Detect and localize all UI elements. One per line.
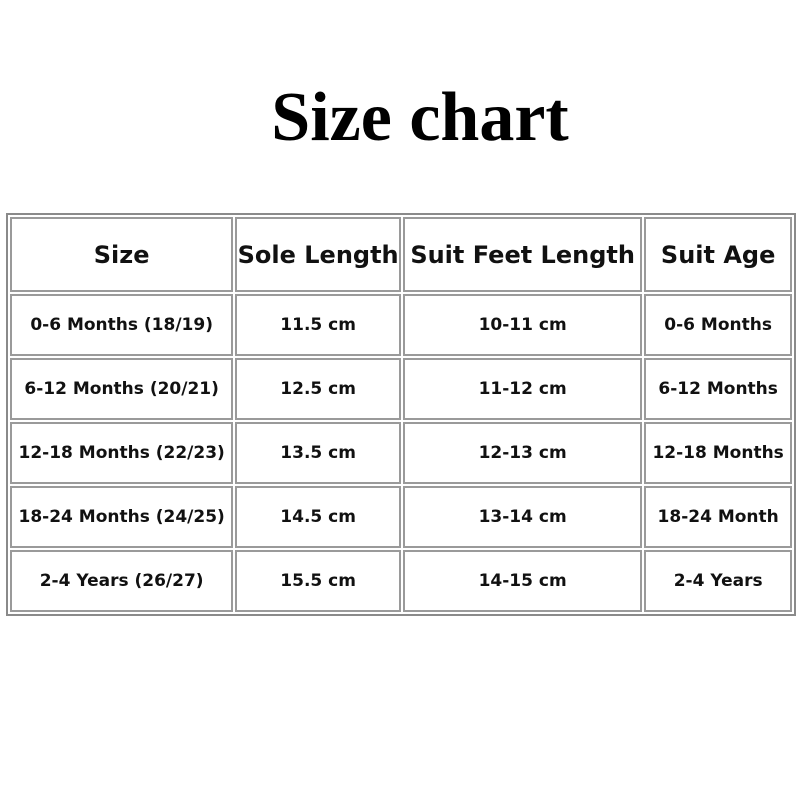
table-row: 2-4 Years (26/27) 15.5 cm 14-15 cm 2-4 Year… xyxy=(10,550,792,612)
size-table: Size Sole Length Suit Feet Length Suit A… xyxy=(6,213,796,616)
table-row: 18-24 Months (24/25) 14.5 cm 13-14 cm 18-24… xyxy=(10,486,792,548)
cell-sole-length: 11.5 cm xyxy=(235,294,401,356)
cell-suit-feet-length: 14-15 cm xyxy=(402,550,643,612)
cell-size: 0-6 Months (18/19) xyxy=(10,294,234,356)
table-row: 12-18 Months (22/23) 13.5 cm 12-13 cm 12-18… xyxy=(10,422,792,484)
header-size: Size xyxy=(10,217,234,292)
header-suit-feet-length: Suit Feet Length xyxy=(402,217,643,292)
cell-suit-age: 0-6 Months xyxy=(644,294,792,356)
table-row: 6-12 Months (20/21) 12.5 cm 11-12 cm 6-12 M… xyxy=(10,358,792,420)
cell-size: 6-12 Months (20/21) xyxy=(10,358,234,420)
cell-suit-feet-length: 13-14 cm xyxy=(402,486,643,548)
cell-size: 12-18 Months (22/23) xyxy=(10,422,234,484)
cell-sole-length: 15.5 cm xyxy=(235,550,401,612)
page-title: Size chart xyxy=(271,79,569,156)
cell-size: 18-24 Months (24/25) xyxy=(10,486,234,548)
cell-suit-age: 2-4 Years xyxy=(644,550,792,612)
cell-suit-age: 18-24 Month xyxy=(644,486,792,548)
cell-sole-length: 12.5 cm xyxy=(235,358,401,420)
header-sole-length: Sole Length xyxy=(235,217,401,292)
cell-sole-length: 13.5 cm xyxy=(235,422,401,484)
cell-size: 2-4 Years (26/27) xyxy=(10,550,234,612)
header-suit-age: Suit Age xyxy=(644,217,792,292)
cell-suit-age: 12-18 Months xyxy=(644,422,792,484)
table-row: 0-6 Months (18/19) 11.5 cm 10-11 cm 0-6 Mon… xyxy=(10,294,792,356)
cell-suit-age: 6-12 Months xyxy=(644,358,792,420)
header-row: Size Sole Length Suit Feet Length Suit A… xyxy=(10,217,792,292)
cell-sole-length: 14.5 cm xyxy=(235,486,401,548)
cell-suit-feet-length: 12-13 cm xyxy=(402,422,643,484)
cell-suit-feet-length: 11-12 cm xyxy=(402,358,643,420)
cell-suit-feet-length: 10-11 cm xyxy=(402,294,643,356)
